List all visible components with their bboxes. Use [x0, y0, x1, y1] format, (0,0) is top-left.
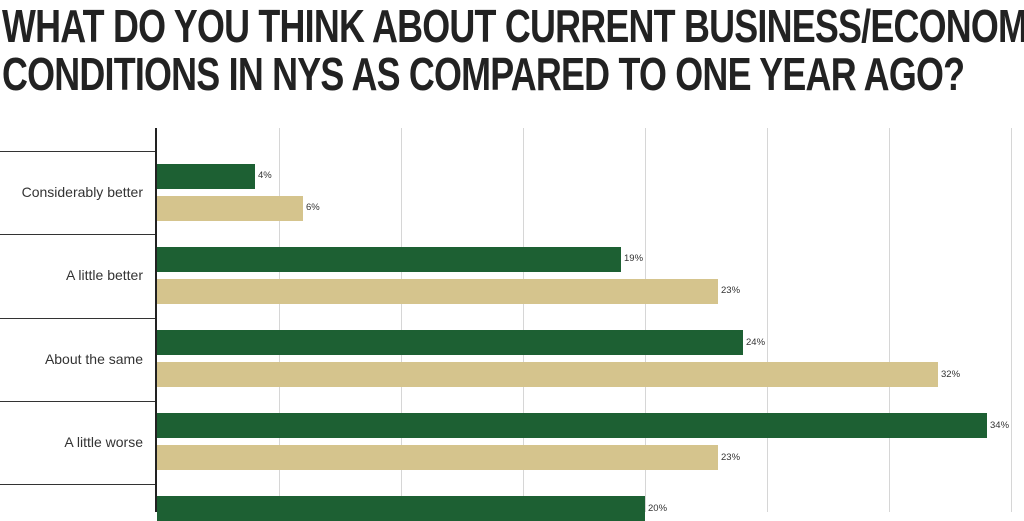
gridline-25: [767, 128, 768, 512]
bar-series-2: [157, 196, 303, 221]
chart-title-line-2: CONDITIONS IN NYS AS COMPARED TO ONE YEA…: [2, 48, 965, 100]
y-axis-line: [155, 128, 157, 512]
category-separator: [0, 484, 156, 485]
bar-chart: Considerably better A little better Abou…: [0, 128, 1024, 521]
gridline-30: [889, 128, 890, 512]
category-separator: [0, 401, 156, 402]
category-separator: [0, 151, 156, 152]
bar-series-1: [157, 413, 987, 438]
category-label: Considerably better: [21, 184, 143, 200]
value-label: 24%: [746, 337, 766, 348]
gridline-20: [645, 128, 646, 512]
bar-series-2: [157, 445, 718, 470]
value-label: 19%: [624, 253, 644, 264]
gridline-10: [401, 128, 402, 512]
bar-series-1: [157, 164, 255, 189]
value-label: 6%: [306, 202, 320, 213]
bar-series-1: [157, 247, 621, 272]
value-label: 32%: [941, 369, 961, 380]
gridline-5: [279, 128, 280, 512]
category-separator: [0, 318, 156, 319]
bar-series-2: [157, 362, 938, 387]
value-label: 23%: [721, 285, 741, 296]
chart-title-line-1: WHAT DO YOU THINK ABOUT CURRENT BUSINESS…: [2, 0, 1024, 52]
bar-series-1: [157, 330, 743, 355]
gridline-35: [1011, 128, 1012, 512]
category-label: A little worse: [64, 434, 143, 450]
value-label: 23%: [721, 452, 741, 463]
bar-series-1: [157, 496, 645, 521]
category-label: About the same: [44, 351, 143, 367]
value-label: 4%: [258, 170, 272, 181]
gridline-15: [523, 128, 524, 512]
category-label: A little better: [65, 267, 143, 283]
value-label: 34%: [990, 420, 1010, 431]
value-label: 20%: [648, 503, 668, 514]
chart-title: WHAT DO YOU THINK ABOUT CURRENT BUSINESS…: [2, 0, 1024, 100]
bar-series-2: [157, 279, 718, 304]
category-separator: [0, 234, 156, 235]
